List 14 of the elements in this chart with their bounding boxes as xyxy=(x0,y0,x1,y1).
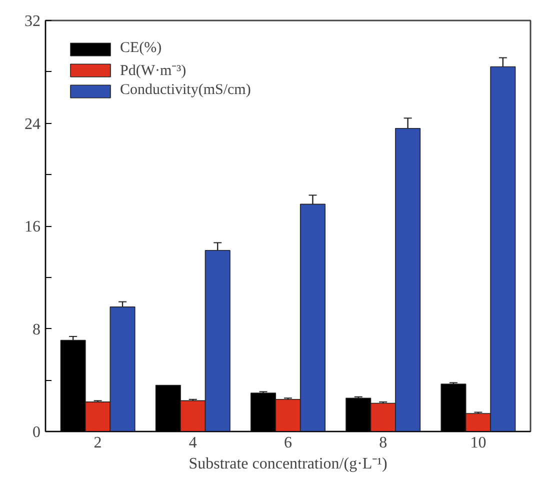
y-tick-label: 16 xyxy=(24,218,40,236)
x-tick-label: 6 xyxy=(284,434,292,452)
x-tick-label: 10 xyxy=(470,434,486,452)
legend-label: CE(%) xyxy=(120,40,162,57)
legend-label: Pd(W·m⁻³) xyxy=(120,62,186,80)
y-tick-label: 32 xyxy=(24,13,40,30)
x-tick-label: 4 xyxy=(188,434,197,452)
x-axis-title: Substrate concentration/(g·L⁻¹) xyxy=(188,456,388,472)
x-tick-label: 2 xyxy=(94,434,102,452)
legend-label: Conductivity(mS/cm) xyxy=(120,82,251,99)
y-tick-label: 24 xyxy=(24,116,40,133)
y-tick-label: 8 xyxy=(32,321,40,338)
x-tick-label: 8 xyxy=(379,434,388,452)
y-tick-label: 0 xyxy=(32,424,40,441)
